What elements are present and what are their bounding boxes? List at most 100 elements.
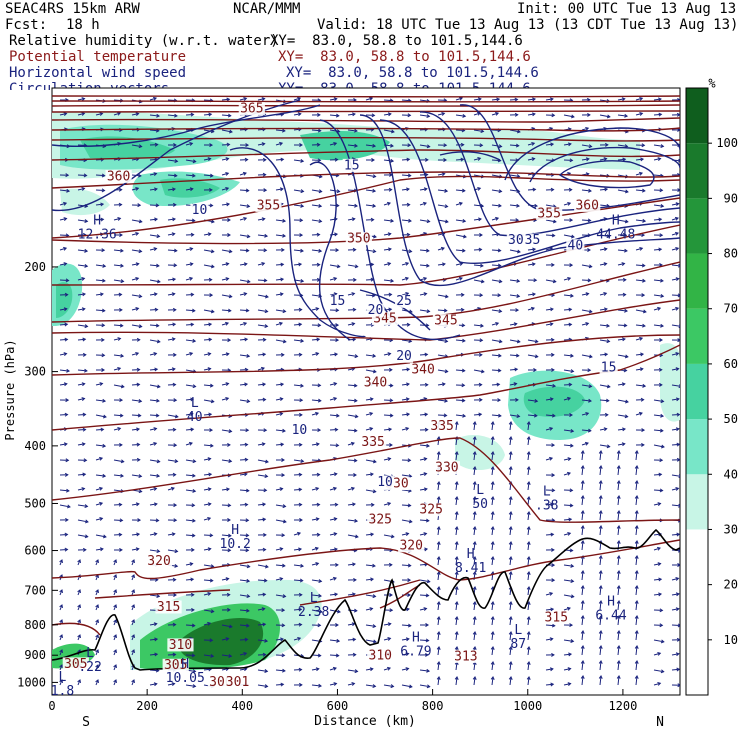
vector-arrow xyxy=(365,489,376,493)
vector-arrow xyxy=(473,98,481,101)
vector-arrowhead xyxy=(405,637,410,642)
vector-arrow xyxy=(257,143,265,146)
vector-arrow xyxy=(221,383,229,386)
vector-arrowhead xyxy=(675,592,680,597)
vector-arrowhead xyxy=(102,398,107,403)
vector-arrow xyxy=(239,383,248,386)
vector-arrowhead xyxy=(458,201,463,206)
vector-arrow xyxy=(239,217,247,221)
y-tick-label: 1000 xyxy=(17,675,46,689)
vector-arrowhead xyxy=(262,352,267,357)
vector-arrow xyxy=(149,399,160,402)
vector-arrow xyxy=(509,571,512,581)
vector-arrow xyxy=(545,427,553,431)
vector-arrow xyxy=(185,309,195,312)
vector-arrow xyxy=(77,413,86,416)
svg-text:H: H xyxy=(93,213,101,228)
vector-arrowhead xyxy=(675,277,680,282)
vector-arrow xyxy=(221,249,232,253)
vector-arrowhead xyxy=(497,398,502,403)
vector-arrow xyxy=(419,594,429,597)
vector-arrow xyxy=(95,264,106,267)
vector-arrowhead xyxy=(354,669,359,674)
vector-arrow xyxy=(149,427,157,431)
vector-arrowhead xyxy=(336,638,341,643)
vector-arrow xyxy=(311,562,319,566)
vector-arrowhead xyxy=(153,96,158,101)
vector-arrowhead xyxy=(261,607,266,612)
vector-arrow xyxy=(491,511,494,521)
vector-arrowhead xyxy=(299,143,303,147)
vector-arrowhead xyxy=(63,382,68,387)
vector-arrowhead xyxy=(153,502,158,507)
vector-arrowhead xyxy=(101,353,106,358)
vector-arrow xyxy=(59,489,69,492)
vector-arrow xyxy=(635,480,638,491)
vector-arrow xyxy=(617,510,620,521)
vector-arrowhead xyxy=(262,397,267,402)
vector-arrow xyxy=(599,158,607,161)
vector-arrowhead xyxy=(207,352,212,356)
vector-arrow xyxy=(599,444,610,448)
vector-arrowhead xyxy=(606,339,611,344)
vector-arrow xyxy=(149,519,159,522)
rh-right-edge xyxy=(660,343,680,422)
field-name-theta: Potential temperature xyxy=(9,49,187,65)
vector-arrow xyxy=(383,159,394,162)
vector-arrow xyxy=(455,339,465,342)
vector-arrowhead xyxy=(407,593,411,597)
vector-arrowhead xyxy=(477,97,482,102)
vector-arrowhead xyxy=(425,593,430,598)
vector-arrowhead xyxy=(516,414,521,419)
vector-arrow xyxy=(473,616,476,626)
vector-arrow xyxy=(527,339,538,343)
vector-arrow xyxy=(167,459,178,462)
vector-arrow xyxy=(617,414,628,418)
vector-arrow xyxy=(95,112,103,116)
vector-arrow xyxy=(185,519,196,522)
vector-arrow xyxy=(293,459,304,462)
vector-arrowhead xyxy=(353,428,358,433)
vector-arrowhead xyxy=(300,459,305,463)
vector-arrowhead xyxy=(262,517,267,522)
vector-arrowhead xyxy=(208,112,213,117)
vector-arrow xyxy=(635,279,646,282)
vector-arrowhead xyxy=(154,217,159,222)
vector-arrowhead xyxy=(333,576,337,581)
vector-arrow xyxy=(293,488,302,491)
theta-label: 355 xyxy=(536,206,563,221)
vector-arrow xyxy=(329,414,339,417)
vector-arrowhead xyxy=(334,352,339,357)
vector-arrowhead xyxy=(641,428,646,433)
vector-arrowhead xyxy=(490,616,495,620)
vector-arrowhead xyxy=(153,441,158,446)
vector-arrowhead xyxy=(227,233,231,237)
vector-arrow xyxy=(527,158,535,161)
vector-arrowhead xyxy=(282,233,287,238)
vector-arrowhead xyxy=(243,321,248,326)
vector-arrow xyxy=(437,309,447,312)
vector-arrow xyxy=(617,585,620,596)
field-xy-rh: XY= 83.0, 58.8 to 101.5,144.6 xyxy=(270,33,523,49)
vector-arrow xyxy=(203,564,214,568)
vector-arrow xyxy=(347,399,357,402)
vector-arrowhead xyxy=(454,496,459,500)
vector-arrowhead xyxy=(280,382,285,387)
vector-arrowhead xyxy=(262,502,267,507)
vector-arrow xyxy=(221,143,230,146)
vector-arrowhead xyxy=(515,143,520,148)
vector-arrowhead xyxy=(137,413,142,418)
vector-arrowhead xyxy=(621,382,626,387)
vector-arrow xyxy=(401,292,409,296)
vector-arrowhead xyxy=(244,457,249,462)
vector-arrowhead xyxy=(424,382,429,387)
vector-arrowhead xyxy=(580,510,585,514)
vector-arrow xyxy=(347,264,358,268)
field-name-vectors: Circulation vectors xyxy=(9,81,169,90)
vector-arrowhead xyxy=(498,339,503,344)
vector-arrowhead xyxy=(569,158,574,163)
vector-arrow xyxy=(671,398,680,401)
vector-arrowhead xyxy=(436,586,441,590)
vector-arrow xyxy=(131,277,139,281)
vector-arrow xyxy=(455,421,458,431)
